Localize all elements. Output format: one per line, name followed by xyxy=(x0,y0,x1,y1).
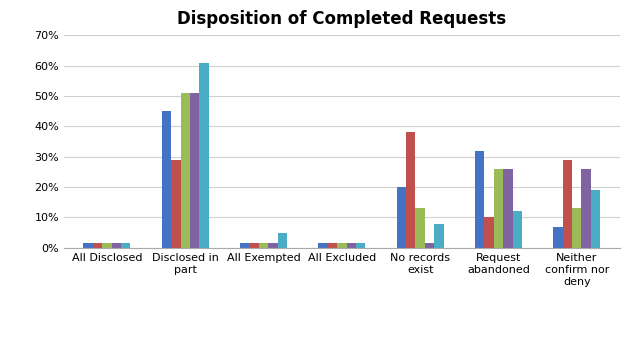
Bar xyxy=(102,243,112,248)
Title: Disposition of Completed Requests: Disposition of Completed Requests xyxy=(177,10,507,28)
Bar xyxy=(328,243,337,248)
Bar xyxy=(572,209,581,248)
Bar xyxy=(346,243,356,248)
Bar xyxy=(171,160,181,248)
Bar xyxy=(503,169,512,248)
Bar xyxy=(494,169,503,248)
Bar xyxy=(591,190,600,248)
Bar xyxy=(553,227,563,248)
Bar xyxy=(190,93,199,248)
Bar xyxy=(249,243,259,248)
Bar xyxy=(397,187,406,248)
Bar xyxy=(475,151,484,248)
Bar xyxy=(93,243,102,248)
Bar xyxy=(318,243,328,248)
Bar xyxy=(278,233,287,248)
Bar xyxy=(425,243,435,248)
Bar xyxy=(181,93,190,248)
Bar xyxy=(581,169,591,248)
Bar xyxy=(121,243,130,248)
Bar xyxy=(406,132,415,248)
Bar xyxy=(563,160,572,248)
Bar xyxy=(512,211,522,248)
Bar xyxy=(259,243,268,248)
Bar xyxy=(240,243,249,248)
Bar xyxy=(199,63,209,248)
Bar xyxy=(162,111,171,248)
Bar xyxy=(84,243,93,248)
Bar xyxy=(112,243,121,248)
Bar xyxy=(484,217,494,248)
Bar xyxy=(337,243,346,248)
Bar xyxy=(268,243,278,248)
Bar xyxy=(415,209,425,248)
Bar xyxy=(435,223,443,248)
Bar xyxy=(356,243,366,248)
